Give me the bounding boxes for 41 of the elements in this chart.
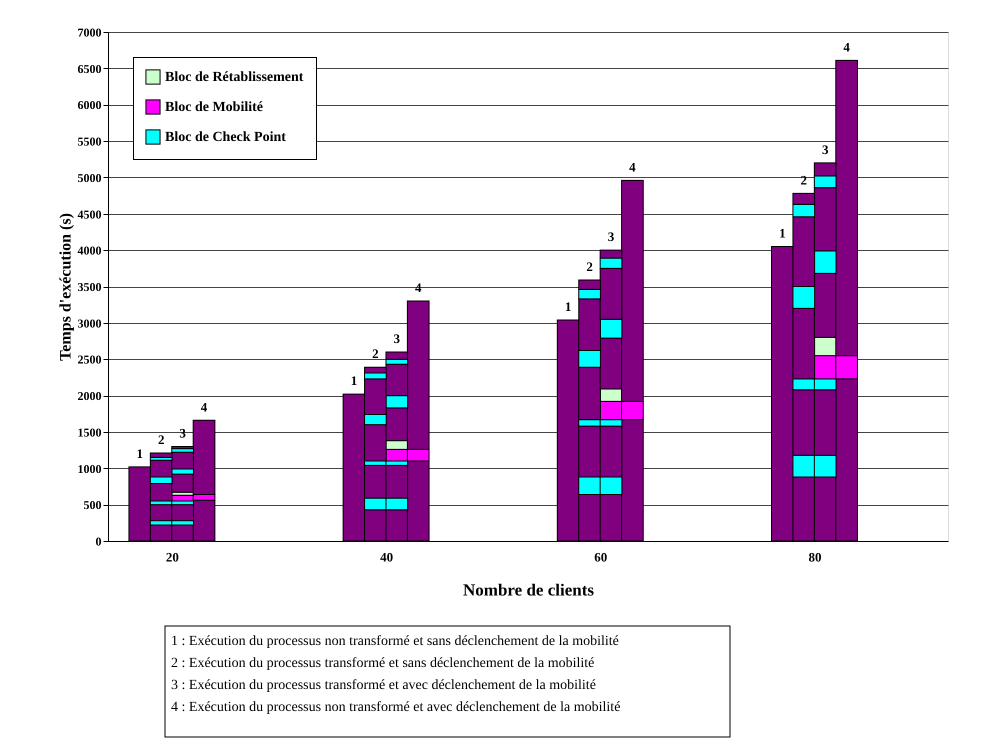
y-axis-title: Temps d'exécution (s) xyxy=(58,213,74,361)
y-tick-label: 4000 xyxy=(78,244,102,258)
text: 1 : Exécution du processus non transformé et sans déclenchement de la mobilité xyxy=(171,634,619,649)
annotation: 4 xyxy=(843,39,850,54)
y-tick-label: 5000 xyxy=(78,170,102,185)
legend-label: Bloc de Check Point xyxy=(165,130,286,145)
x-tick-label: 60 xyxy=(594,550,608,564)
y-tick-label: 3000 xyxy=(78,316,102,330)
annotation: 3 xyxy=(608,229,615,244)
x-tick-label: 80 xyxy=(808,550,822,564)
x-tick-label: 20 xyxy=(166,550,179,564)
annotation: 1 xyxy=(136,446,144,461)
y-tick-label: 5500 xyxy=(78,134,102,149)
annotation: 1 xyxy=(564,298,572,314)
y-tick-label: 4500 xyxy=(78,207,102,222)
y-tick-label: 7000 xyxy=(78,26,102,40)
annotation: 1 xyxy=(779,226,786,241)
y-tick-label: 3500 xyxy=(78,280,102,294)
y-tick-label: 6500 xyxy=(78,62,102,76)
text: 2 : Exécution du processus transformé et sans déclenchement de la mobilité xyxy=(171,656,594,671)
y-tick-label: 0 xyxy=(96,534,102,548)
annotation: 4 xyxy=(629,159,636,174)
y-tick-label: 1000 xyxy=(78,462,102,476)
y-tick-label: 2000 xyxy=(78,389,102,404)
text: 3 : Exécution du processus transformé et avec déclenchement de la mobilité xyxy=(171,678,596,693)
y-tick-label: 500 xyxy=(84,498,102,512)
y-tick-label: 2500 xyxy=(78,352,102,367)
annotation: 1 xyxy=(350,373,358,388)
x-tick-label: 40 xyxy=(380,550,394,564)
text: 4 : Exécution du processus non transformé et avec déclenchement de la mobilité xyxy=(171,700,620,715)
legend-label: Bloc de Mobilité xyxy=(165,100,263,115)
annotation: 2 xyxy=(372,346,379,362)
y-tick-label: 6000 xyxy=(78,98,102,112)
y-tick-label: 1500 xyxy=(78,425,102,440)
annotation: 2 xyxy=(158,432,164,448)
annotation: 2 xyxy=(586,258,593,274)
x-axis-title: Nombre de clients xyxy=(463,580,594,600)
annotation: 3 xyxy=(822,142,829,157)
legend-label: Bloc de Rétablissement xyxy=(165,70,304,85)
annotation: 3 xyxy=(394,330,401,346)
annotation: 4 xyxy=(200,399,208,414)
